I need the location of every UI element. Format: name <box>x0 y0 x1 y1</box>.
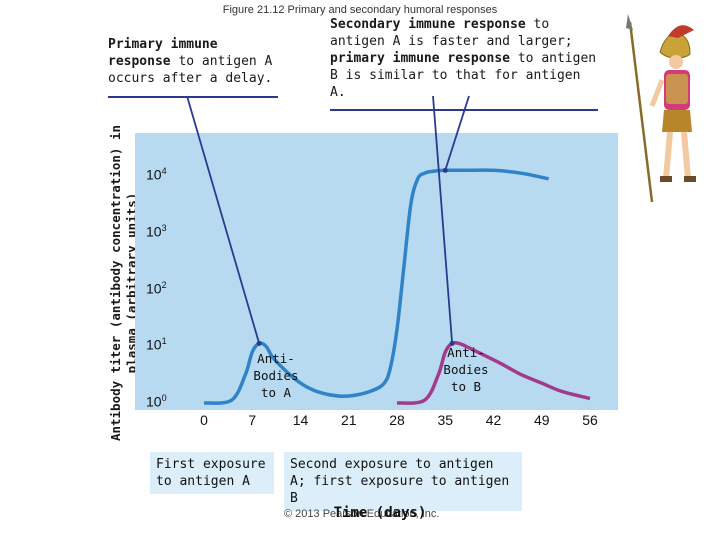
series-label-antibodies-b: Anti- Bodies to B <box>443 345 489 394</box>
figure-title: Figure 21.12 Primary and secondary humor… <box>222 4 498 16</box>
copyright-text: © 2013 Pearson Education, Inc. <box>284 508 440 520</box>
x-axis-label: Time (days) <box>333 505 427 521</box>
x-tick-label: 0 <box>200 412 208 428</box>
x-tick-label: 21 <box>340 412 357 428</box>
plot-area <box>135 133 618 410</box>
callout-text: to antigen A is faster and larger; <box>330 17 573 49</box>
callout-text: to antigen A occurs after a delay. <box>108 54 273 86</box>
primary-callout-pointer-dot <box>256 340 262 346</box>
primary-response-callout: Primary immune response to antigen A occ… <box>108 36 278 98</box>
warrior-illustration <box>626 14 696 203</box>
series-label-antibodies-a: Anti- Bodies to A <box>253 351 299 400</box>
series-line-antibodies-b <box>396 340 591 405</box>
callout-bold: Primary immune response <box>108 37 218 69</box>
primary-callout-pointer <box>186 95 261 344</box>
x-tick-label: 49 <box>533 412 550 428</box>
y-tick-label: 104 <box>146 166 167 183</box>
second-exposure-box: Second exposure to antigen A; first expo… <box>284 452 522 511</box>
secondary-callout-pointer-b-dot <box>449 340 455 346</box>
x-tick-label: 42 <box>485 412 502 428</box>
callout-bold: primary immune response <box>330 51 511 66</box>
x-tick-label: 35 <box>437 412 454 428</box>
x-tick-label: 56 <box>582 412 598 428</box>
secondary-callout-pointer-b <box>432 95 454 344</box>
x-tick-label: 28 <box>389 412 405 428</box>
secondary-response-callout: Secondary immune response to antigen A i… <box>330 16 598 111</box>
callout-bold: Secondary immune response <box>330 17 526 32</box>
secondary-callout-pointer-a <box>444 95 470 171</box>
y-tick-label: 100 <box>146 393 167 410</box>
first-exposure-box: First exposure to antigen A <box>150 452 274 494</box>
x-tick-label: 14 <box>292 412 309 428</box>
callout-text: to antigen B is similar to that for anti… <box>330 51 597 100</box>
x-tick-label: 7 <box>248 412 257 428</box>
secondary-callout-pointer-a-dot <box>442 167 448 173</box>
y-tick-label: 103 <box>146 222 167 240</box>
y-tick-label: 101 <box>146 336 167 353</box>
y-tick-label: 102 <box>146 279 167 297</box>
